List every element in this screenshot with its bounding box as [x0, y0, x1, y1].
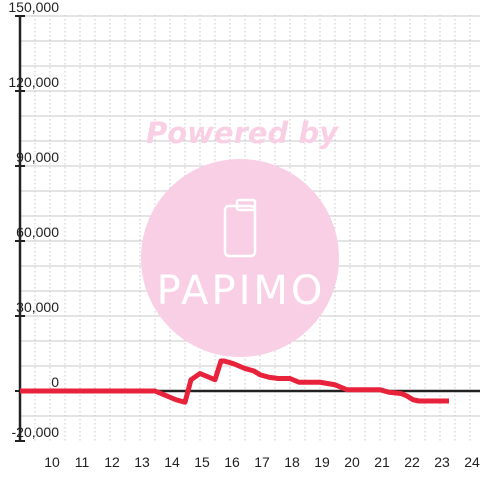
- x-tick-label: 21: [374, 454, 390, 470]
- x-tick-label: 15: [194, 454, 210, 470]
- x-tick-label: 11: [75, 454, 90, 470]
- watermark-logo-text: PAPIMO: [157, 268, 326, 314]
- papimo-watermark: Powered by PAPIMO: [141, 116, 339, 357]
- x-tick-label: 10: [44, 454, 60, 470]
- x-tick-label: 12: [104, 454, 120, 470]
- x-tick-label: 20: [344, 454, 360, 470]
- x-tick-label: 14: [164, 454, 180, 470]
- series-line: [20, 358, 449, 405]
- x-axis-ticks: 10 11 12 13 14 15 16 17 18 19 20 21 22 23 24: [44, 454, 480, 470]
- x-tick-label: 23: [434, 454, 450, 470]
- y-tick-label: 30,000: [16, 299, 59, 315]
- y-axis-ticks: 150,000 120,000 90,000 60,000 30,000 0 -20,000: [8, 0, 60, 442]
- x-tick-label: 22: [404, 454, 420, 470]
- y-tick-label: 0: [51, 374, 59, 390]
- y-tick-label: -20,000: [12, 424, 60, 440]
- x-tick-label: 13: [134, 454, 150, 470]
- watermark-circle: [141, 159, 339, 357]
- y-tick-label: 60,000: [16, 224, 59, 240]
- x-tick-label: 24: [464, 454, 480, 470]
- x-tick-label: 17: [254, 454, 270, 470]
- watermark-caption: Powered by: [146, 116, 339, 150]
- y-tick-label: 90,000: [16, 149, 59, 165]
- y-tick-label: 150,000: [8, 0, 59, 15]
- phone-icon: [223, 198, 257, 258]
- y-tick-label: 120,000: [8, 74, 59, 90]
- x-tick-label: 19: [314, 454, 330, 470]
- x-tick-label: 18: [284, 454, 300, 470]
- x-tick-label: 16: [224, 454, 240, 470]
